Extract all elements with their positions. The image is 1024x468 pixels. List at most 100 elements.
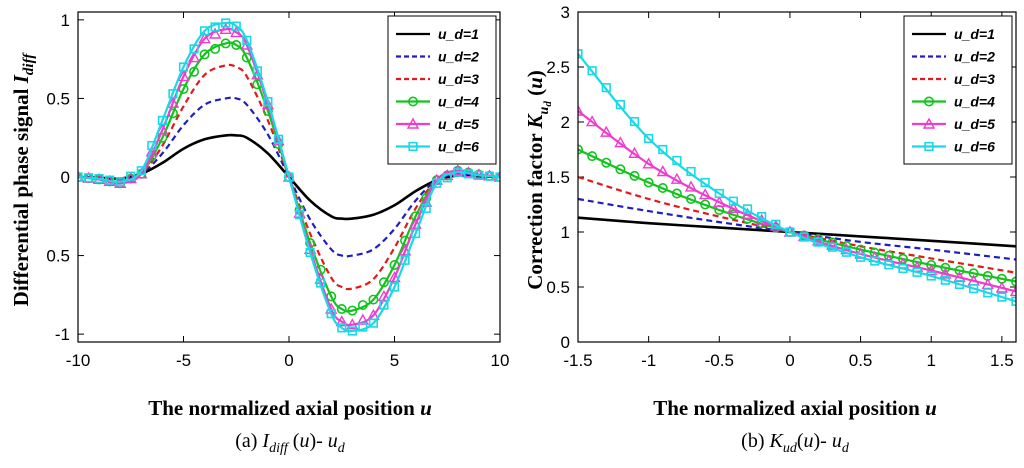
chart-b-series-5-marker — [698, 188, 712, 200]
chart-b-series-6-marker — [969, 284, 979, 294]
chart-b-series-5-marker — [953, 271, 966, 283]
chart-b-series-6-marker — [898, 263, 908, 274]
chart-a-series-6-marker — [94, 173, 104, 184]
chart-b-ytick-label: 3 — [561, 3, 570, 22]
chart-b-series-5-marker — [656, 165, 669, 177]
chart-a-ytick-label: 1 — [61, 11, 70, 30]
chart-b-series-5-marker — [939, 267, 952, 279]
chart-b-series-5-marker — [995, 281, 1009, 293]
chart-b-series-5-marker — [585, 115, 599, 127]
chart-a-series-line-2 — [78, 96, 500, 258]
chart-b-legend-label-2: u_d=2 — [954, 49, 995, 65]
chart-a-series-6-marker — [231, 21, 241, 31]
chart-b-xtick-label: -1.5 — [563, 351, 592, 370]
chart-b-series-6-marker — [672, 155, 682, 166]
chart-b-legend-label-5: u_d=5 — [954, 116, 995, 132]
chart-a-series-6-marker — [410, 228, 421, 239]
chart-b-series-6-marker — [629, 116, 640, 127]
chart-a-series-6-marker — [126, 171, 136, 181]
chart-a-legend-label-2: u_d=2 — [438, 49, 479, 65]
chart-a: Differential phase signal Idiff The norm… — [9, 11, 509, 456]
chart-a-series-6-marker — [263, 96, 273, 107]
chart-a-series-6-marker — [147, 140, 157, 151]
chart-a-series-6-marker — [136, 166, 146, 176]
chart-b-series-line-3 — [578, 175, 1016, 274]
chart-a-series-6-marker — [178, 62, 189, 72]
chart-b-series-4-marker — [671, 188, 682, 199]
chart-b-series-line-2 — [578, 197, 1016, 261]
chart-a-xtick-label: 0 — [284, 351, 293, 370]
chart-a-ytick-label: 0.5 — [46, 89, 70, 108]
chart-b-series-4-marker — [700, 199, 711, 210]
chart-a-series-5-marker — [398, 244, 412, 256]
chart-b-series-6-marker — [870, 256, 880, 266]
chart-b-xtick-label: -1 — [641, 351, 656, 370]
chart-a-series-6-marker — [453, 167, 463, 177]
chart-a-series-4-marker — [336, 303, 347, 314]
chart-a-legend-label-4: u_d=4 — [438, 94, 479, 110]
chart-a-series-6-marker — [358, 322, 368, 332]
chart-b-xlabel: The normalized axial position u — [653, 396, 937, 420]
chart-a-ytick-label: 0 — [61, 168, 70, 187]
chart-b-ytick-label: 1.5 — [546, 168, 570, 187]
chart-a-legend-marker-4 — [407, 96, 418, 107]
chart-a-series-6-marker — [326, 309, 336, 319]
chart-a-series-6-marker — [442, 173, 452, 183]
chart-b-series-6-marker — [785, 227, 795, 237]
chart-a-series-6-marker — [200, 26, 210, 36]
chart-b-series-6-marker — [855, 252, 866, 262]
chart-b-xtick-label: 1.5 — [990, 351, 1014, 370]
chart-a-series-line-6 — [78, 21, 500, 333]
chart-a-xtick-label: -5 — [176, 351, 191, 370]
chart-b-series-6-marker — [926, 271, 936, 281]
chart-a-series-4-marker — [231, 39, 242, 50]
chart-b-series-6-marker — [813, 237, 823, 247]
chart-b-legend-marker-5 — [922, 117, 936, 129]
chart-b-series-4-marker — [643, 177, 654, 188]
chart-b-series-4-marker — [686, 194, 697, 205]
chart-a-series-6-marker — [294, 210, 305, 220]
chart-b-series-group — [578, 49, 1016, 306]
chart-a-series-5-marker — [187, 51, 201, 63]
chart-b-series-4-marker — [968, 268, 979, 279]
chart-b-series-6-marker — [714, 188, 724, 199]
chart-a-legend-label-1: u_d=1 — [438, 26, 479, 42]
chart-b-series-6-marker — [771, 219, 781, 229]
chart-b-series-5-marker — [713, 195, 726, 208]
chart-a-series-6-marker — [432, 178, 442, 188]
chart-a-series-4-marker — [378, 277, 389, 288]
chart-a-series-6-marker — [221, 18, 231, 28]
chart-b-series-5-marker — [727, 201, 740, 213]
chart-b-ytick-label: 2 — [561, 113, 570, 132]
chart-a-series-group — [78, 18, 500, 336]
chart-a-series-5-marker — [346, 318, 359, 330]
chart-a-series-5-marker — [230, 25, 243, 38]
chart-b-caption: (b) Kud(u)- ud — [741, 430, 850, 456]
chart-a-legend-box — [387, 15, 497, 165]
chart-a-series-6-marker — [189, 44, 199, 54]
chart-a-series-6-marker — [337, 323, 347, 333]
chart-a-series-4-marker — [347, 305, 358, 316]
chart-a-series-5-marker — [272, 134, 285, 146]
chart-b-xtick-label: 1 — [926, 351, 935, 370]
chart-b-series-6-marker — [827, 242, 837, 252]
chart-a-series-5-marker — [261, 98, 275, 110]
chart-b-series-6-marker — [1011, 296, 1016, 306]
chart-a-series-4-marker — [199, 49, 210, 60]
chart-b-legend-marker-4 — [923, 96, 934, 107]
chart-b-xtick-label: 0.5 — [849, 351, 873, 370]
chart-a-series-6-marker — [347, 326, 357, 336]
chart-a-xtick-label: -10 — [66, 351, 91, 370]
chart-a-xtick-label: 5 — [390, 351, 399, 370]
chart-b-series-6-marker — [700, 177, 710, 188]
chart-b-series-4-marker — [926, 259, 937, 270]
chart-a-series-4-marker — [210, 43, 221, 54]
chart-a-series-4-marker — [220, 38, 231, 49]
chart-b-series-5-marker — [628, 146, 641, 158]
chart-a-series-5-marker — [377, 289, 391, 302]
chart-b-series-5-marker — [925, 264, 938, 276]
chart-a-series-6-marker — [168, 89, 178, 99]
chart-b-series-4-marker — [578, 144, 583, 155]
chart-b-series-6-marker — [728, 196, 739, 206]
chart-a-series-6-marker — [316, 278, 326, 288]
